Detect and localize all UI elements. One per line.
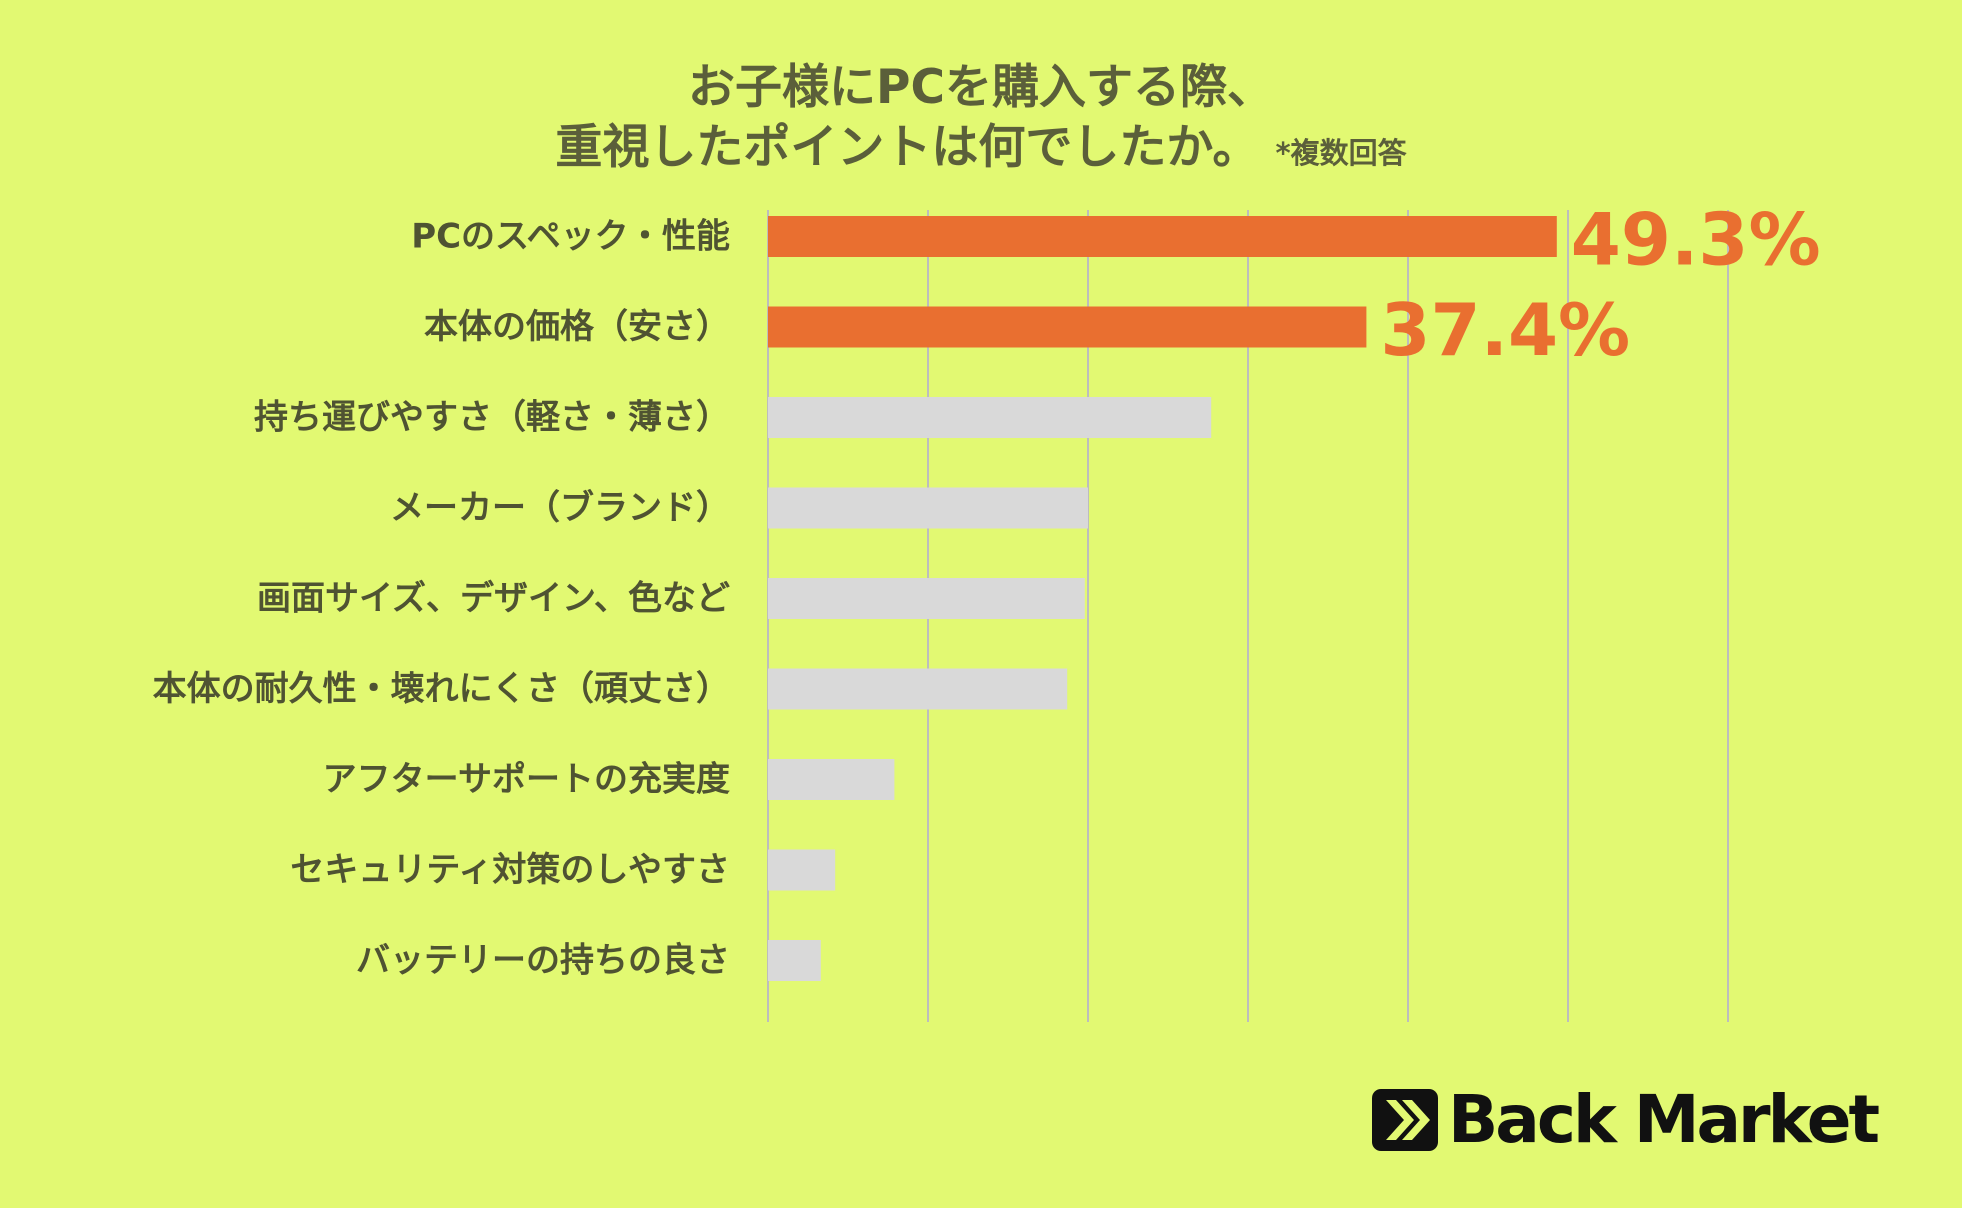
category-label: 本体の価格（安さ） xyxy=(424,307,730,347)
category-label: 画面サイズ、デザイン、色など xyxy=(257,579,730,619)
category-label: メーカー（ブランド） xyxy=(390,488,730,528)
value-label: 37.4% xyxy=(1380,288,1630,372)
bar xyxy=(768,940,821,981)
category-label: 持ち運びやすさ（軽さ・薄さ） xyxy=(254,398,730,438)
back-market-logo: Back Market xyxy=(1372,1081,1880,1158)
category-label: アフターサポートの充実度 xyxy=(323,760,730,800)
value-labels: 49.3%37.4% xyxy=(1380,198,1820,373)
bar xyxy=(768,487,1088,529)
bar xyxy=(768,397,1212,438)
category-label: セキュリティ対策のしやすさ xyxy=(290,850,730,890)
bar xyxy=(768,306,1367,348)
chart-title-line-1: お子様にPCを購入する際、 xyxy=(688,60,1274,115)
logo-text: Back Market xyxy=(1448,1081,1880,1158)
bar xyxy=(768,578,1085,619)
bars xyxy=(768,216,1557,981)
category-label: 本体の耐久性・壊れにくさ（頑丈さ） xyxy=(153,669,730,709)
multiple-answer-note: *複数回答 xyxy=(1275,136,1407,170)
bar xyxy=(768,216,1557,257)
back-market-chevrons-icon xyxy=(1372,1089,1438,1151)
chart-title-line-2-text: 重視したポイントは何でしたか。 xyxy=(555,120,1260,175)
bar xyxy=(768,849,836,891)
bar xyxy=(768,668,1068,710)
value-label: 49.3% xyxy=(1571,198,1821,282)
category-label: PCのスペック・性能 xyxy=(411,217,730,257)
category-label: バッテリーの持ちの良さ xyxy=(356,941,730,981)
chart-title-line-2: 重視したポイントは何でしたか。 *複数回答 xyxy=(0,108,1962,177)
bar xyxy=(768,759,895,800)
